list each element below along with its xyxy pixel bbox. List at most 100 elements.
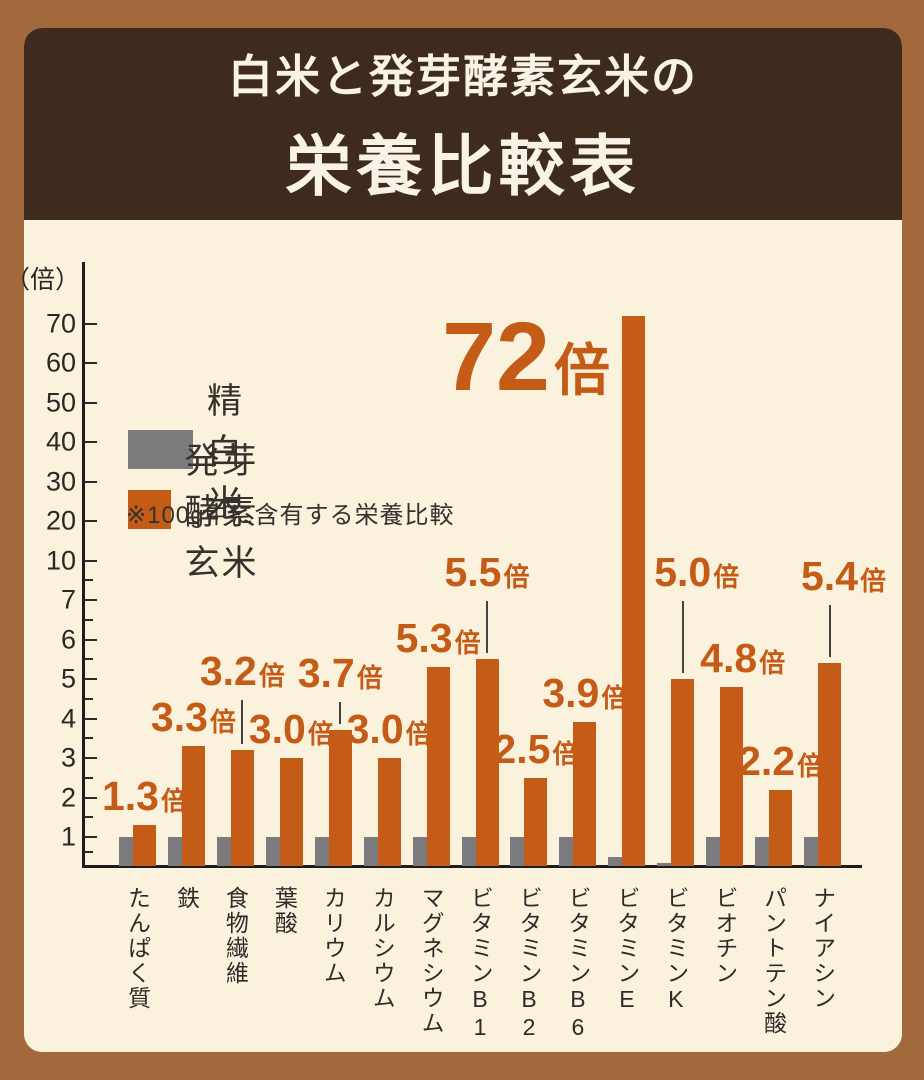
card-panel: 白米と発芽酵素玄米の 栄養比較表 <box>24 28 902 1052</box>
y-tick-mark <box>84 401 97 404</box>
legend-swatch-gray <box>128 430 193 469</box>
value-label: 5.5 倍 <box>444 549 530 596</box>
page-title: 栄養比較表 <box>285 128 641 203</box>
bar-white-rice <box>657 863 672 866</box>
leader-line <box>241 700 244 745</box>
value-label: 5.3 倍 <box>395 615 481 662</box>
category-label: 鉄 <box>173 886 200 911</box>
y-minor-tick-mark <box>84 776 93 779</box>
y-tick-mark <box>84 322 97 325</box>
value-label: 3.7 倍 <box>297 650 383 697</box>
bar-brown-rice <box>181 746 205 866</box>
bar-white-rice <box>559 837 574 866</box>
category-label: ビタミンK <box>662 886 689 1014</box>
value-label: 5.0 倍 <box>654 549 740 595</box>
y-tick-mark <box>84 638 97 641</box>
y-tick-mark <box>84 441 97 443</box>
category-label: ビタミンB1 <box>467 886 494 1042</box>
legend-item-white-rice: 精白米 <box>128 373 279 526</box>
category-label: パントテン酸 <box>760 886 787 1036</box>
leader-line <box>339 702 342 725</box>
y-tick-mark <box>84 678 97 680</box>
bar-white-rice <box>314 837 329 866</box>
y-minor-tick-mark <box>84 816 93 819</box>
value-label: 5.4 倍 <box>801 553 887 600</box>
category-label: ビタミンE <box>613 886 640 1014</box>
value-label: 3.3 倍 <box>150 694 236 741</box>
y-tick-mark <box>84 559 97 562</box>
bar-brown-rice <box>377 758 401 866</box>
y-tick-label: 1 <box>60 821 76 852</box>
y-tick-label: 50 <box>45 387 76 417</box>
category-label: ビタミンB2 <box>516 886 543 1042</box>
title-line-1: 白米と発芽酵素玄米の <box>227 50 698 102</box>
bar-brown-rice <box>818 663 842 866</box>
bar-white-rice <box>363 837 378 866</box>
header: 白米と発芽酵素玄米の 栄養比較表 <box>24 28 902 220</box>
y-tick-mark <box>84 520 97 522</box>
y-tick-mark <box>84 599 97 601</box>
y-tick-mark <box>84 836 97 838</box>
y-tick-label: 3 <box>60 742 76 773</box>
y-minor-tick-mark <box>84 737 93 740</box>
y-tick-label: 6 <box>60 624 76 654</box>
legend-label-brown-rice: 発芽酵素玄米 <box>184 442 259 583</box>
leader-line <box>828 605 831 658</box>
y-minor-tick-mark <box>84 658 93 661</box>
leader-line <box>486 601 488 654</box>
category-label: ナイアシン <box>809 886 836 1011</box>
y-tick-label: 4 <box>60 703 76 733</box>
value-label: 1.3 倍 <box>101 773 188 820</box>
bar-brown-rice <box>328 730 352 866</box>
bar-white-rice <box>804 837 819 866</box>
leader-line <box>681 601 684 673</box>
value-label: 3.0 倍 <box>346 706 432 752</box>
bar-brown-rice <box>133 825 156 866</box>
y-minor-tick-mark <box>84 579 93 582</box>
y-tick-label: 10 <box>45 545 76 575</box>
y-tick-label: 30 <box>45 466 76 496</box>
bar-brown-rice <box>769 789 793 866</box>
category-label: カルシウム <box>369 886 396 1011</box>
value-label: 3.9 倍 <box>542 670 628 717</box>
value-label: 2.2 倍 <box>738 737 824 784</box>
legend-item-brown-rice: 発芽酵素玄米 <box>128 433 279 586</box>
category-label: ビオチン <box>711 886 738 986</box>
bar-white-rice <box>216 837 231 866</box>
bar-brown-rice <box>671 679 695 866</box>
value-label: 3.2 倍 <box>199 648 285 695</box>
bar-brown-rice <box>426 667 450 866</box>
bar-brown-rice <box>524 777 548 866</box>
bar-brown-rice <box>475 659 499 866</box>
bar-white-rice <box>706 837 721 866</box>
y-tick-mark <box>84 757 97 759</box>
bar-white-rice <box>167 837 182 866</box>
y-axis-unit-label: （倍） <box>4 266 80 294</box>
legend-label-white-rice: 精白米 <box>206 382 244 523</box>
y-tick-mark <box>84 717 97 720</box>
bar-white-rice <box>412 837 427 866</box>
bar-brown-rice <box>573 722 597 866</box>
bar-white-rice <box>119 837 133 866</box>
y-minor-tick-mark <box>84 618 93 621</box>
value-label: 3.0 倍 <box>248 706 334 752</box>
y-tick-mark <box>84 480 97 483</box>
value-label: 4.8 倍 <box>700 634 786 681</box>
y-tick-label: 20 <box>45 505 76 536</box>
footnote: ※100g中に含有する栄養比較 <box>126 502 455 529</box>
category-label: 葉酸 <box>271 886 298 936</box>
category-label: 食物繊維 <box>222 886 249 986</box>
category-label: マグネシウム <box>418 886 445 1036</box>
bar-brown-rice <box>230 750 254 866</box>
bar-white-rice <box>461 837 476 866</box>
bar-brown-rice <box>622 315 646 866</box>
y-tick-label: 40 <box>45 426 76 457</box>
bar-brown-rice <box>720 686 744 866</box>
category-label: カリウム <box>320 886 347 986</box>
y-tick-label: 2 <box>60 782 76 812</box>
bar-brown-rice <box>279 758 303 866</box>
y-axis-line <box>82 262 85 868</box>
bar-white-rice <box>755 837 770 866</box>
